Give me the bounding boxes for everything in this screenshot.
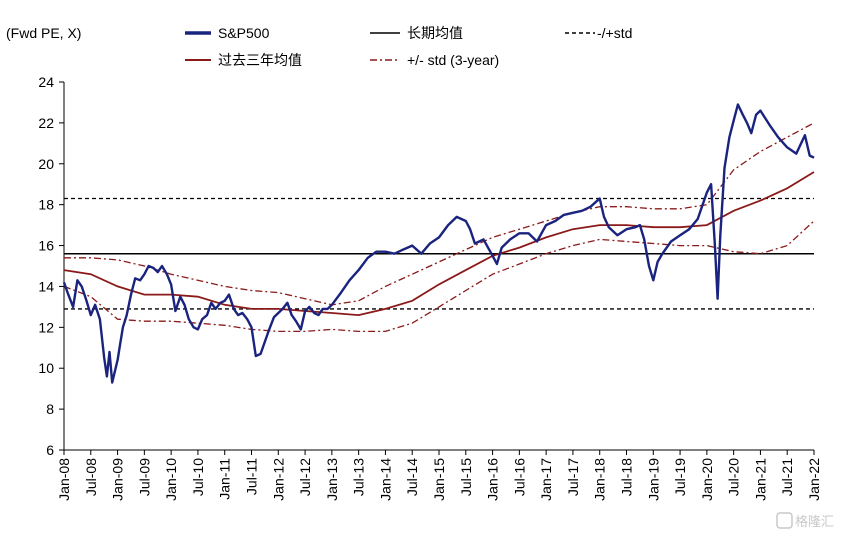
legend-item-long-mean: 长期均值 — [370, 25, 463, 41]
band-std3_lower — [63, 220, 815, 333]
legend-label-mean3: 过去三年均值 — [218, 52, 302, 68]
x-tick-label: Jul-17 — [565, 458, 581, 496]
watermark-logo-icon — [776, 512, 793, 529]
x-tick-label: Jan-20 — [699, 458, 715, 501]
x-tick-label: Jul-16 — [511, 458, 527, 496]
x-tick-label: Jan-10 — [163, 458, 179, 501]
x-tick-label: Jul-12 — [297, 458, 313, 496]
x-tick-label: Jul-09 — [136, 458, 152, 496]
x-tick-label: Jan-09 — [110, 458, 126, 501]
legend-item-sp500: S&P500 — [185, 25, 270, 41]
x-tick-label: Jul-13 — [351, 458, 367, 496]
legend-label-sp500: S&P500 — [218, 25, 270, 41]
x-tick-label: Jan-22 — [806, 458, 822, 501]
x-tick-label: Jan-11 — [217, 458, 233, 500]
watermark-text: 格隆汇 — [795, 514, 834, 530]
y-tick-label: 18 — [38, 197, 54, 213]
x-tick-label: Jan-21 — [752, 458, 768, 501]
plot-area: 6 8 10 12 14 16 18 20 22 24 Jan-08 Jul-08 Jan-09 Jul-… — [38, 74, 822, 501]
legend-label-std3: +/- std (3-year) — [407, 52, 499, 68]
x-tick-label: Jan-08 — [56, 458, 72, 501]
x-tick-label: Jul-08 — [83, 458, 99, 496]
y-tick-label: 22 — [38, 115, 54, 131]
watermark: 格隆汇 — [776, 512, 834, 530]
y-tick-label: 6 — [46, 442, 54, 458]
x-tick-label: Jan-17 — [538, 458, 554, 501]
x-tick-label: Jan-18 — [592, 458, 608, 501]
band-std3_upper — [64, 122, 815, 306]
x-tick-label: Jan-13 — [324, 458, 340, 501]
y-tick-label: 16 — [38, 238, 54, 254]
x-tick-label: Jul-10 — [190, 458, 206, 496]
x-tick-label: Jan-12 — [270, 458, 286, 501]
x-tick-label: Jul-19 — [672, 458, 688, 496]
legend-label-long-mean: 长期均值 — [407, 25, 463, 41]
x-tick-label: Jul-11 — [244, 458, 260, 495]
x-tick-label: Jan-19 — [645, 458, 661, 501]
legend-item-std3: +/- std (3-year) — [370, 52, 499, 68]
legend-item-mean3: 过去三年均值 — [185, 52, 302, 68]
x-tick-label: Jul-15 — [458, 458, 474, 496]
x-tick-label: Jan-15 — [431, 458, 447, 501]
y-tick-label: 24 — [38, 74, 54, 90]
series-mean3-line — [63, 171, 815, 317]
x-tick-label: Jul-14 — [404, 458, 420, 496]
x-tick-label: Jul-21 — [779, 458, 795, 496]
legend-item-std: -/+std — [565, 25, 632, 41]
x-tick-label: Jul-20 — [726, 458, 742, 496]
x-tick-label: Jan-16 — [485, 458, 501, 501]
x-tick-label: Jan-14 — [377, 458, 393, 501]
series-sp500-line — [62, 103, 815, 384]
x-tick-label: Jul-18 — [619, 458, 635, 496]
y-tick-label: 20 — [38, 156, 54, 172]
y-axis-label: (Fwd PE, X) — [6, 25, 81, 41]
y-tick-label: 12 — [38, 319, 54, 335]
y-tick-label: 8 — [46, 401, 54, 417]
y-tick-label: 14 — [38, 278, 54, 294]
legend-label-std: -/+std — [597, 25, 632, 41]
legend: S&P500 长期均值 -/+std 过去三年均值 +/- std (3-yea… — [185, 25, 632, 68]
y-tick-label: 10 — [38, 360, 54, 376]
